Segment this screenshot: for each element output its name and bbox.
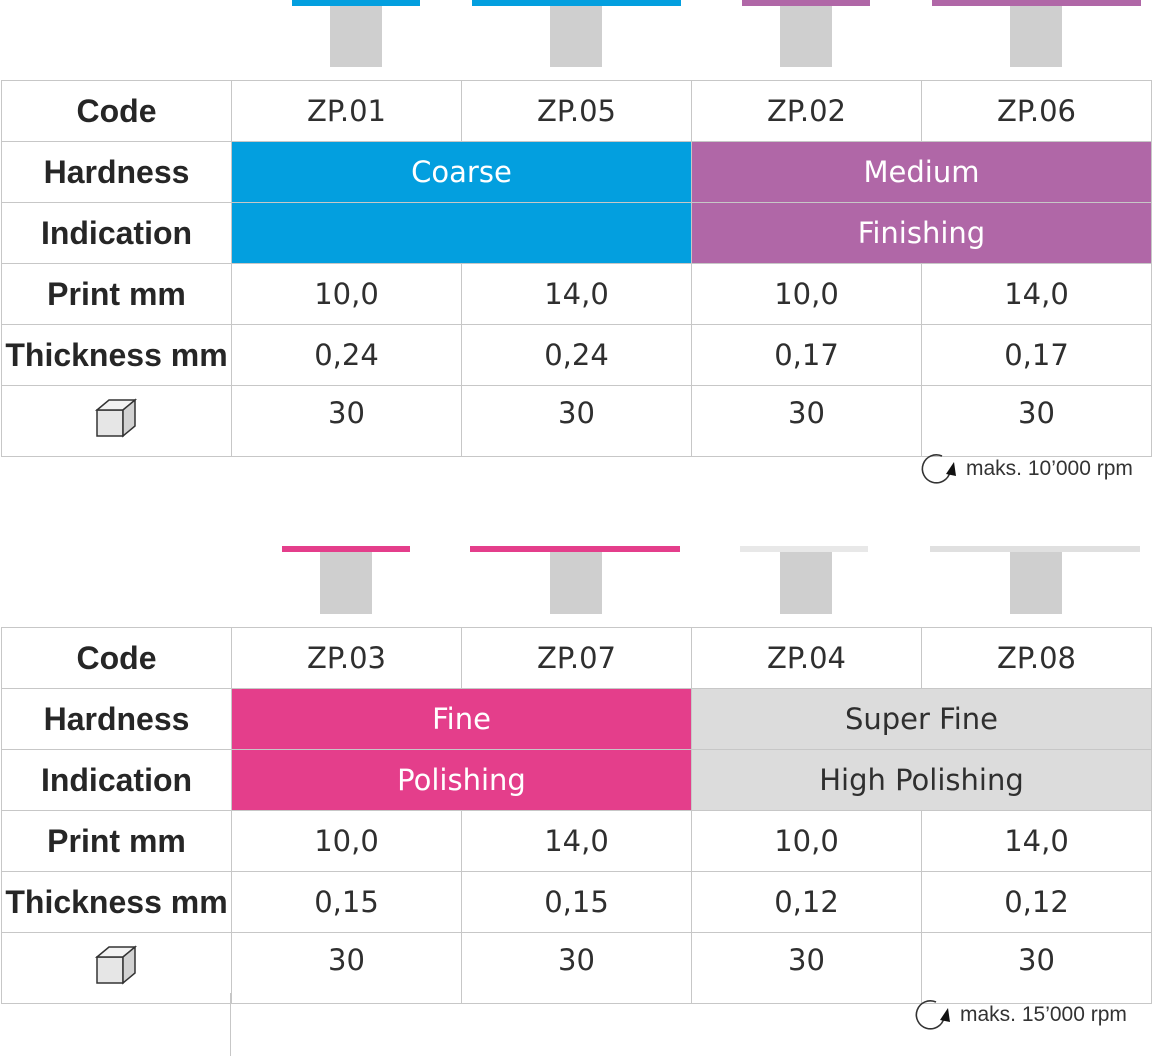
indication-cell: High Polishing [691, 749, 1152, 811]
pack-row: 30 30 30 30 [1, 932, 1152, 1004]
code-cell: ZP.05 [461, 80, 692, 142]
product-shaft [330, 6, 382, 67]
indication-label: Indication [1, 749, 232, 811]
print-label: Print mm [1, 810, 232, 872]
spec-table-2: Code ZP.03 ZP.07 ZP.04 ZP.08 Hardness Fi… [1, 627, 1152, 1004]
rpm-text: maks. 15’000 rpm [960, 1003, 1127, 1026]
indication-row: Indication Finishing [1, 202, 1152, 264]
product-disc-zp01 [292, 0, 420, 6]
product-shaft [550, 6, 602, 67]
thickness-cell: 0,17 [921, 324, 1152, 386]
pack-cell: 30 [461, 385, 692, 457]
indication-cell [231, 202, 692, 264]
thickness-cell: 0,12 [921, 871, 1152, 933]
rpm-text: maks. 10’000 rpm [966, 457, 1133, 480]
product-disc-zp02 [742, 0, 870, 6]
code-cell: ZP.04 [691, 627, 922, 689]
product-disc-zp06 [932, 0, 1141, 6]
product-disc-zp07 [470, 546, 680, 552]
print-row: Print mm 10,0 14,0 10,0 14,0 [1, 810, 1152, 872]
pack-row: 30 30 30 30 [1, 385, 1152, 457]
thickness-cell: 0,17 [691, 324, 922, 386]
print-cell: 14,0 [461, 263, 692, 325]
rpm-note: maks. 15’000 rpm [914, 998, 1127, 1032]
thickness-row: Thickness mm 0,15 0,15 0,12 0,12 [1, 871, 1152, 933]
print-cell: 14,0 [461, 810, 692, 872]
print-label: Print mm [1, 263, 232, 325]
product-shaft [780, 552, 832, 614]
product-shaft [780, 6, 832, 67]
box-icon [94, 945, 137, 985]
indication-row: Indication Polishing High Polishing [1, 749, 1152, 811]
product-disc-zp03 [282, 546, 410, 552]
rotation-arrow-icon [915, 1000, 950, 1030]
thickness-cell: 0,15 [461, 871, 692, 933]
thickness-label: Thickness mm [1, 871, 232, 933]
thickness-cell: 0,12 [691, 871, 922, 933]
divider-line [230, 993, 231, 1056]
code-cell: ZP.07 [461, 627, 692, 689]
hardness-label: Hardness [1, 141, 232, 203]
pack-label [1, 385, 232, 457]
indication-cell: Polishing [231, 749, 692, 811]
thickness-label: Thickness mm [1, 324, 232, 386]
code-cell: ZP.06 [921, 80, 1152, 142]
pack-cell: 30 [231, 385, 462, 457]
thickness-row: Thickness mm 0,24 0,24 0,17 0,17 [1, 324, 1152, 386]
pack-cell: 30 [691, 385, 922, 457]
hardness-row: Hardness Coarse Medium [1, 141, 1152, 203]
code-label: Code [1, 80, 232, 142]
product-shaft [320, 552, 372, 614]
hardness-cell: Super Fine [691, 688, 1152, 750]
product-disc-zp05 [472, 0, 681, 6]
hardness-cell: Fine [231, 688, 692, 750]
code-cell: ZP.08 [921, 627, 1152, 689]
hardness-label: Hardness [1, 688, 232, 750]
indication-cell: Finishing [691, 202, 1152, 264]
pack-cell: 30 [921, 385, 1152, 457]
product-shaft [1010, 552, 1062, 614]
print-cell: 14,0 [921, 810, 1152, 872]
product-shaft [1010, 6, 1062, 67]
thickness-cell: 0,24 [461, 324, 692, 386]
print-row: Print mm 10,0 14,0 10,0 14,0 [1, 263, 1152, 325]
rotation-arrow-icon [921, 454, 956, 484]
hardness-cell: Medium [691, 141, 1152, 203]
pack-cell: 30 [461, 932, 692, 1004]
thickness-cell: 0,24 [231, 324, 462, 386]
product-shaft [550, 552, 602, 614]
indication-label: Indication [1, 202, 232, 264]
code-cell: ZP.01 [231, 80, 462, 142]
product-disc-zp08 [930, 546, 1140, 552]
print-cell: 10,0 [231, 810, 462, 872]
spec-table-1: Code ZP.01 ZP.05 ZP.02 ZP.06 Hardness Co… [1, 80, 1152, 457]
product-disc-zp04 [740, 546, 868, 552]
code-cell: ZP.03 [231, 627, 462, 689]
pack-cell: 30 [691, 932, 922, 1004]
rpm-note: maks. 10’000 rpm [920, 452, 1133, 486]
print-cell: 10,0 [691, 810, 922, 872]
code-cell: ZP.02 [691, 80, 922, 142]
code-row: Code ZP.03 ZP.07 ZP.04 ZP.08 [1, 627, 1152, 689]
code-row: Code ZP.01 ZP.05 ZP.02 ZP.06 [1, 80, 1152, 142]
pack-cell: 30 [921, 932, 1152, 1004]
pack-cell: 30 [231, 932, 462, 1004]
print-cell: 14,0 [921, 263, 1152, 325]
print-cell: 10,0 [691, 263, 922, 325]
thickness-cell: 0,15 [231, 871, 462, 933]
box-icon [94, 398, 137, 438]
hardness-cell: Coarse [231, 141, 692, 203]
pack-label [1, 932, 232, 1004]
hardness-row: Hardness Fine Super Fine [1, 688, 1152, 750]
code-label: Code [1, 627, 232, 689]
print-cell: 10,0 [231, 263, 462, 325]
